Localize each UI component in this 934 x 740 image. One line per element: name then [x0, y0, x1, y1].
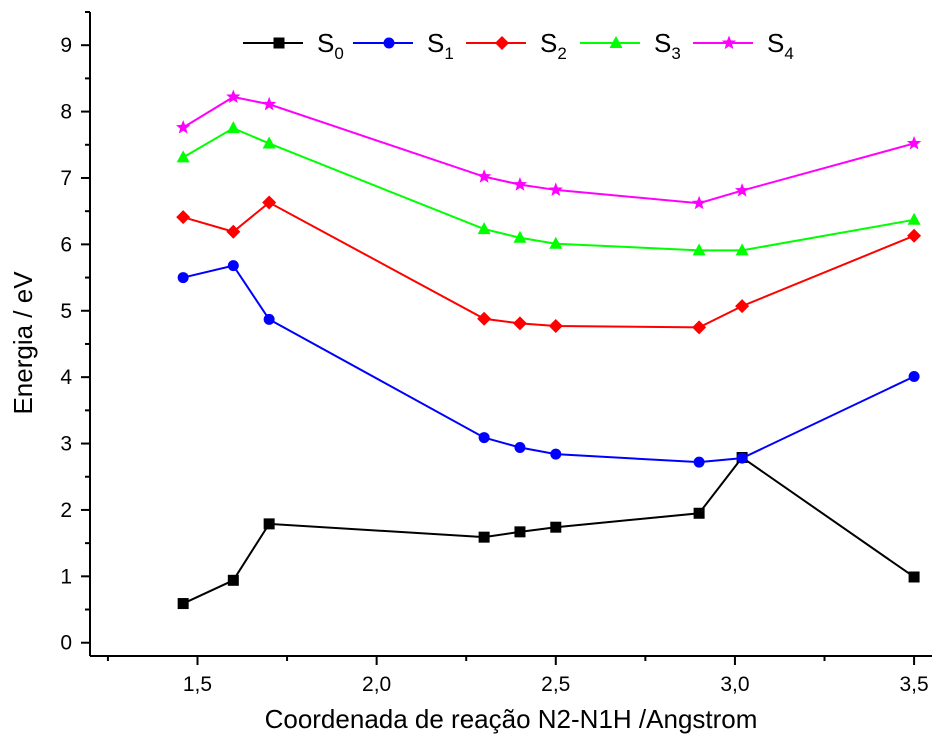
- series-s2: [176, 195, 922, 335]
- legend-subscript: 1: [444, 44, 453, 63]
- series-s4: [176, 89, 922, 210]
- y-tick-label: 7: [60, 167, 72, 190]
- data-point-s3: [549, 236, 563, 249]
- data-point-s3: [907, 212, 921, 225]
- x-axis-title: Coordenada de reação N2-N1H /Angstrom: [265, 704, 758, 734]
- data-point-s2: [548, 319, 563, 334]
- data-point-s1: [177, 272, 189, 284]
- data-point-s3: [513, 230, 527, 243]
- data-point-s0: [263, 518, 275, 530]
- legend-subscript: 0: [334, 44, 343, 63]
- data-point-s3: [262, 136, 276, 149]
- data-point-s0: [227, 574, 239, 586]
- data-point-s2: [735, 299, 750, 314]
- data-point-s4: [476, 169, 492, 183]
- data-point-s1: [736, 452, 748, 464]
- y-tick-label: 0: [60, 632, 72, 655]
- x-tick-label: 3,5: [899, 673, 928, 696]
- x-tick-label: 2,5: [541, 673, 570, 696]
- data-point-s3: [735, 243, 749, 256]
- data-point-s4: [691, 195, 707, 210]
- data-point-s2: [907, 228, 922, 243]
- data-point-s4: [734, 183, 750, 197]
- legend-item-s0: S0: [243, 28, 344, 63]
- legend-marker: [609, 36, 623, 48]
- data-point-s0: [478, 531, 490, 543]
- x-tick-label: 3,0: [720, 673, 749, 696]
- data-point-s1: [550, 448, 562, 460]
- data-point-s0: [514, 526, 526, 538]
- legend-label: S4: [767, 28, 794, 63]
- data-point-s4: [512, 177, 528, 191]
- legend-label: S3: [654, 28, 681, 63]
- data-point-s3: [692, 243, 706, 256]
- y-tick-label: 9: [60, 34, 72, 57]
- data-point-s4: [176, 120, 191, 134]
- data-point-s1: [693, 456, 705, 468]
- x-tick-label: 2,0: [362, 673, 391, 696]
- data-point-s2: [262, 195, 277, 210]
- data-point-s4: [262, 96, 277, 111]
- data-point-s4: [548, 182, 563, 196]
- data-point-s1: [514, 442, 526, 454]
- legend-marker: [721, 35, 737, 50]
- legend-marker: [495, 36, 509, 50]
- axes: 0 1 2 3 4 5 6 7 8 9 1,5 2,0 2,5 3,0 3,5: [60, 11, 932, 696]
- legend-marker: [383, 37, 395, 49]
- y-axis-title: Energia / eV: [8, 271, 38, 415]
- data-point-s1: [478, 432, 490, 444]
- legend-item-s2: S2: [466, 28, 567, 63]
- legend-label: S2: [540, 28, 567, 63]
- y-tick-label: 4: [60, 366, 72, 389]
- legend-subscript: 2: [557, 44, 566, 63]
- legend-item-s1: S1: [353, 28, 454, 63]
- data-point-s2: [477, 311, 492, 326]
- series-layer: [176, 89, 922, 610]
- y-tick-label: 1: [60, 565, 72, 588]
- data-point-s1: [263, 313, 275, 325]
- series-line-s2: [182, 201, 915, 329]
- y-tick-label: 5: [60, 300, 72, 323]
- legend: S0 S1 S2 S3 S4: [243, 28, 794, 63]
- y-tick-label: 3: [60, 433, 72, 456]
- series-s3: [176, 121, 921, 256]
- series-line-s1: [182, 264, 915, 464]
- legend-marker: [273, 37, 285, 49]
- data-point-s0: [550, 521, 562, 533]
- data-point-s2: [226, 224, 241, 239]
- legend-subscript: 4: [784, 44, 793, 63]
- data-point-s0: [693, 507, 705, 519]
- series-line-s0: [182, 456, 915, 605]
- data-point-s1: [227, 260, 239, 272]
- data-point-s2: [512, 316, 527, 331]
- y-tick-label: 6: [60, 233, 72, 256]
- legend-item-s3: S3: [580, 28, 681, 63]
- data-point-s3: [226, 121, 240, 134]
- legend-item-s4: S4: [693, 28, 794, 63]
- data-point-s0: [908, 571, 920, 583]
- legend-subscript: 3: [671, 44, 680, 63]
- data-point-s1: [908, 370, 920, 382]
- data-point-s2: [692, 320, 707, 335]
- data-point-s2: [176, 210, 191, 225]
- data-point-s0: [177, 598, 189, 610]
- legend-label: S0: [317, 28, 344, 63]
- series-s1: [177, 260, 920, 468]
- series-s0: [177, 451, 920, 610]
- legend-label: S1: [427, 28, 454, 63]
- data-point-s4: [226, 89, 241, 104]
- data-point-s3: [477, 222, 491, 235]
- data-point-s4: [906, 135, 922, 150]
- x-tick-label: 1,5: [183, 673, 212, 696]
- data-point-s3: [176, 150, 190, 163]
- y-tick-label: 2: [60, 499, 72, 522]
- series-line-s4: [182, 95, 915, 205]
- y-tick-label: 8: [60, 101, 72, 124]
